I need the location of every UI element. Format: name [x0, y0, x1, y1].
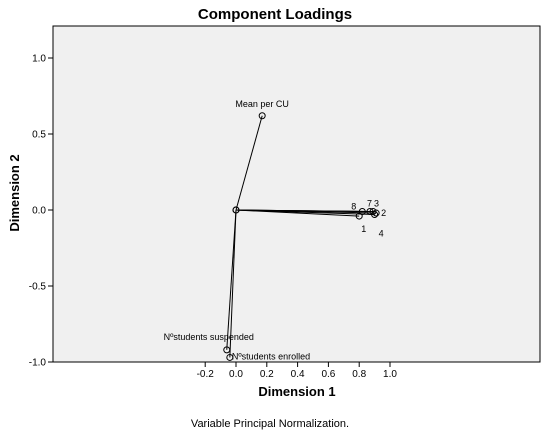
y-tick-label: -0.5 [29, 282, 47, 293]
loading-vector [235, 209, 375, 216]
y-tick-label: 1.0 [32, 54, 46, 65]
chart-title: Component Loadings [198, 6, 352, 23]
loading-markers [223, 112, 380, 361]
loading-vector [226, 209, 237, 350]
loading-vector [229, 209, 237, 358]
x-tick-label: 1.0 [383, 369, 397, 380]
plot-area [52, 25, 541, 363]
point-label: 4 [379, 229, 384, 239]
loading-vector [235, 115, 263, 211]
loading-point [355, 212, 363, 220]
loading-point [258, 112, 266, 120]
x-axis-title: Dimension 1 [258, 384, 335, 399]
y-tick-label: -1.0 [29, 358, 47, 369]
y-axis-title: Dimension 2 [7, 154, 22, 231]
point-label: Nºstudents enrolled [232, 351, 310, 361]
point-labels: Mean per CU Nºstudents suspended Nºstudent… [164, 99, 387, 362]
loading-point [226, 353, 234, 361]
point-label: 8 [351, 202, 356, 212]
point-label: 7 [367, 199, 372, 209]
x-tick-label: 0.6 [321, 369, 335, 380]
origin-marker [232, 206, 240, 214]
y-tick-label: 0.5 [32, 130, 46, 141]
x-tick-label: 0.2 [260, 369, 274, 380]
y-tick-label: 0.0 [32, 206, 46, 217]
x-tick-label: 0.4 [291, 369, 305, 380]
loading-point [223, 346, 231, 354]
y-axis: 1.0 0.5 0.0 -0.5 -1.0 [29, 54, 53, 369]
point-label: 1 [361, 224, 366, 234]
point-label: 3 [374, 199, 379, 209]
point-label: Mean per CU [235, 99, 289, 109]
point-label: 2 [381, 208, 386, 218]
footnote: Variable Principal Normalization. [191, 418, 349, 430]
x-tick-label: 0.8 [352, 369, 366, 380]
loading-vectors [226, 115, 377, 358]
loading-point [372, 209, 380, 217]
x-axis: -0.2 0.0 0.2 0.4 0.6 0.8 1.0 [197, 362, 397, 380]
x-tick-label: 0.0 [229, 369, 243, 380]
x-tick-label: -0.2 [197, 369, 215, 380]
loading-point [371, 211, 379, 219]
point-label: Nºstudents suspended [164, 332, 254, 342]
